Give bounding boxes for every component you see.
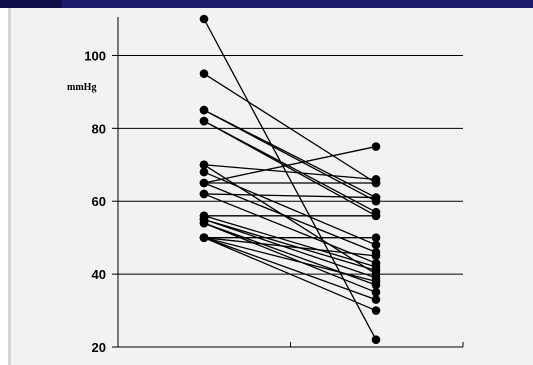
data-point [372, 266, 381, 275]
y-tick-label: 20 [92, 340, 106, 355]
data-point [372, 335, 381, 344]
data-point [200, 117, 209, 126]
data-point [200, 233, 209, 242]
series-line [204, 110, 376, 201]
data-point [372, 193, 381, 202]
data-point [372, 179, 381, 188]
series-lines [204, 19, 376, 340]
data-point [200, 179, 209, 188]
data-point [372, 233, 381, 242]
data-point [372, 277, 381, 286]
data-point [372, 252, 381, 261]
data-point [372, 142, 381, 151]
y-tick-label: 100 [84, 48, 106, 63]
y-axis-label: mmHg [67, 82, 96, 93]
y-tick-label: 40 [92, 267, 106, 282]
y-tick-labels: 20 40 60 80 100 [84, 48, 106, 355]
y-tick-label: 80 [92, 121, 106, 136]
series-line [204, 223, 376, 285]
data-point [372, 212, 381, 221]
data-point [372, 306, 381, 315]
data-point [200, 15, 209, 24]
data-point [200, 168, 209, 177]
data-point [200, 106, 209, 115]
data-point [200, 69, 209, 78]
axes [112, 17, 463, 347]
y-tick-label: 60 [92, 194, 106, 209]
series-line [204, 194, 376, 198]
data-point [372, 295, 381, 304]
series-line [204, 19, 376, 340]
data-point [200, 219, 209, 228]
data-point [200, 190, 209, 199]
series-line [204, 219, 376, 270]
